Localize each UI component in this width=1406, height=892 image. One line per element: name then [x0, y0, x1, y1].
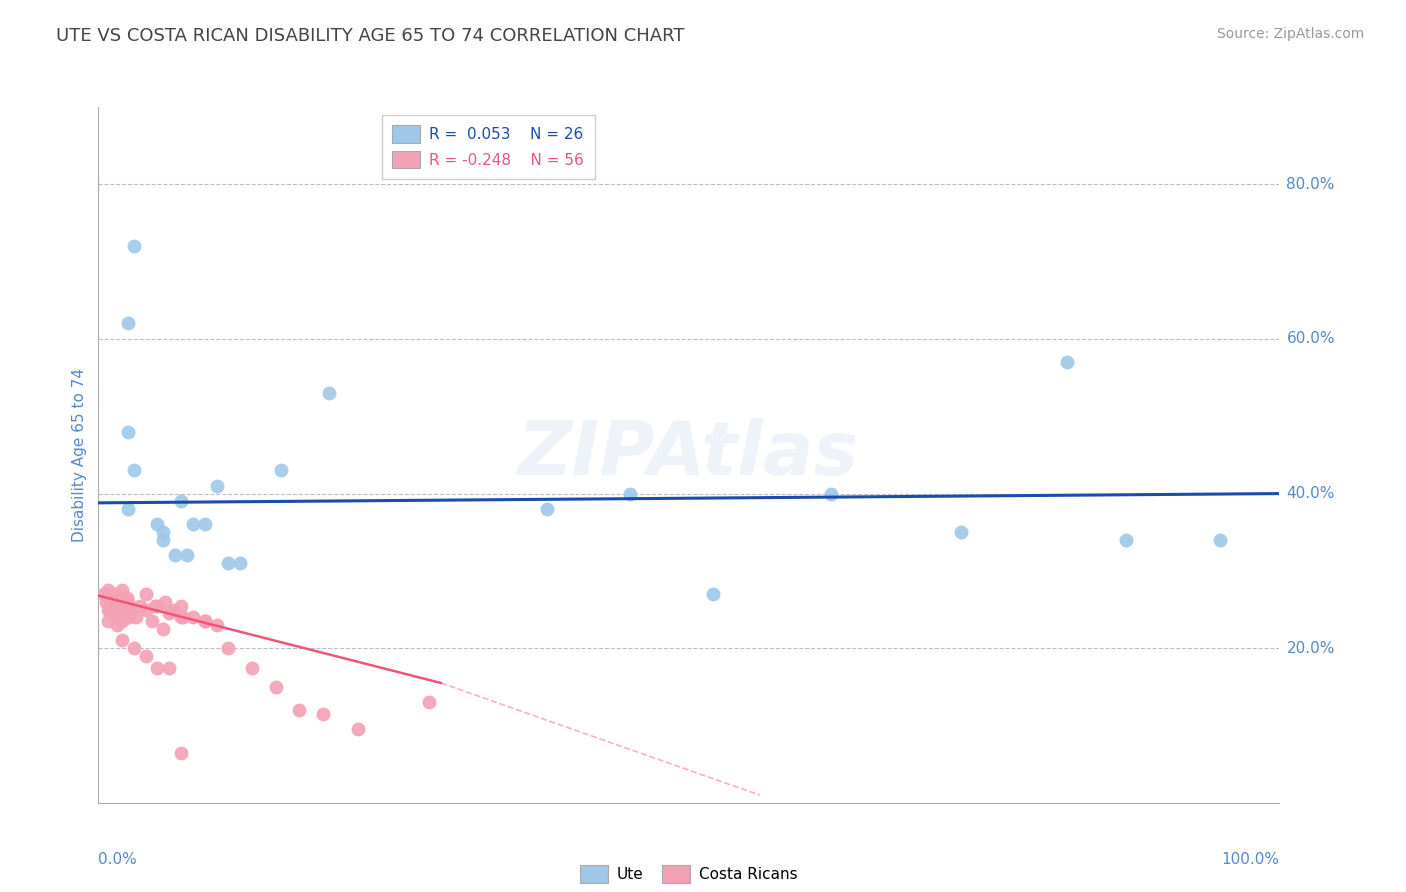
Point — [104, 595, 127, 609]
Point — [98, 602, 121, 616]
Text: Source: ZipAtlas.com: Source: ZipAtlas.com — [1216, 27, 1364, 41]
Point — [135, 648, 157, 663]
Point — [163, 602, 186, 616]
Point — [229, 556, 252, 570]
Point — [121, 602, 143, 616]
Point — [108, 595, 131, 609]
Point — [98, 595, 121, 609]
Point — [117, 502, 139, 516]
Point — [194, 614, 217, 628]
Point — [111, 633, 134, 648]
Point — [347, 723, 370, 737]
Point — [152, 622, 174, 636]
Point — [101, 591, 124, 605]
Point — [1115, 533, 1137, 547]
Point — [270, 463, 292, 477]
Point — [1056, 355, 1078, 369]
Point — [176, 549, 198, 563]
Point — [153, 595, 176, 609]
Text: 0.0%: 0.0% — [98, 852, 138, 867]
Point — [135, 602, 157, 616]
Point — [108, 607, 131, 621]
Point — [146, 517, 169, 532]
Point — [170, 599, 193, 613]
Point — [111, 583, 134, 598]
Point — [105, 591, 128, 605]
Point — [217, 641, 239, 656]
Point — [264, 680, 287, 694]
Point — [240, 660, 263, 674]
Text: ZIPAtlas: ZIPAtlas — [519, 418, 859, 491]
Point — [949, 525, 972, 540]
Point — [115, 591, 138, 605]
Point — [117, 317, 139, 331]
Point — [205, 618, 228, 632]
Point — [318, 386, 340, 401]
Point — [170, 746, 193, 760]
Point — [122, 463, 145, 477]
Point — [194, 614, 217, 628]
Legend: Ute, Costa Ricans: Ute, Costa Ricans — [574, 859, 804, 889]
Point — [619, 486, 641, 500]
Point — [117, 595, 139, 609]
Point — [105, 599, 128, 613]
Point — [172, 610, 194, 624]
Point — [104, 587, 127, 601]
Text: UTE VS COSTA RICAN DISABILITY AGE 65 TO 74 CORRELATION CHART: UTE VS COSTA RICAN DISABILITY AGE 65 TO … — [56, 27, 685, 45]
Point — [125, 610, 148, 624]
Point — [170, 610, 193, 624]
Point — [135, 587, 157, 601]
Point — [217, 556, 239, 570]
Point — [105, 618, 128, 632]
Text: 40.0%: 40.0% — [1286, 486, 1334, 501]
Point — [152, 525, 174, 540]
Text: 20.0%: 20.0% — [1286, 640, 1334, 656]
Point — [702, 587, 724, 601]
Point — [112, 599, 135, 613]
Point — [143, 599, 166, 613]
Point — [157, 660, 180, 674]
Point — [312, 706, 335, 721]
Point — [115, 607, 138, 621]
Point — [418, 695, 440, 709]
Point — [94, 595, 117, 609]
Point — [181, 610, 204, 624]
Point — [152, 533, 174, 547]
Point — [117, 425, 139, 439]
Point — [105, 602, 128, 616]
Point — [157, 607, 180, 621]
Point — [122, 239, 145, 253]
Point — [288, 703, 311, 717]
Text: 60.0%: 60.0% — [1286, 332, 1334, 346]
Point — [205, 479, 228, 493]
Point — [93, 587, 115, 601]
Y-axis label: Disability Age 65 to 74: Disability Age 65 to 74 — [72, 368, 87, 542]
Point — [111, 614, 134, 628]
Point — [146, 599, 169, 613]
Point — [141, 614, 163, 628]
Point — [820, 486, 842, 500]
Point — [170, 494, 193, 508]
Point — [97, 583, 120, 598]
Point — [194, 517, 217, 532]
Text: 80.0%: 80.0% — [1286, 177, 1334, 192]
Point — [101, 607, 124, 621]
Text: 100.0%: 100.0% — [1222, 852, 1279, 867]
Point — [97, 602, 120, 616]
Point — [181, 517, 204, 532]
Point — [165, 549, 187, 563]
Point — [118, 610, 141, 624]
Point — [1209, 533, 1232, 547]
Point — [146, 660, 169, 674]
Point — [128, 599, 150, 613]
Point — [97, 614, 120, 628]
Point — [536, 502, 558, 516]
Point — [122, 641, 145, 656]
